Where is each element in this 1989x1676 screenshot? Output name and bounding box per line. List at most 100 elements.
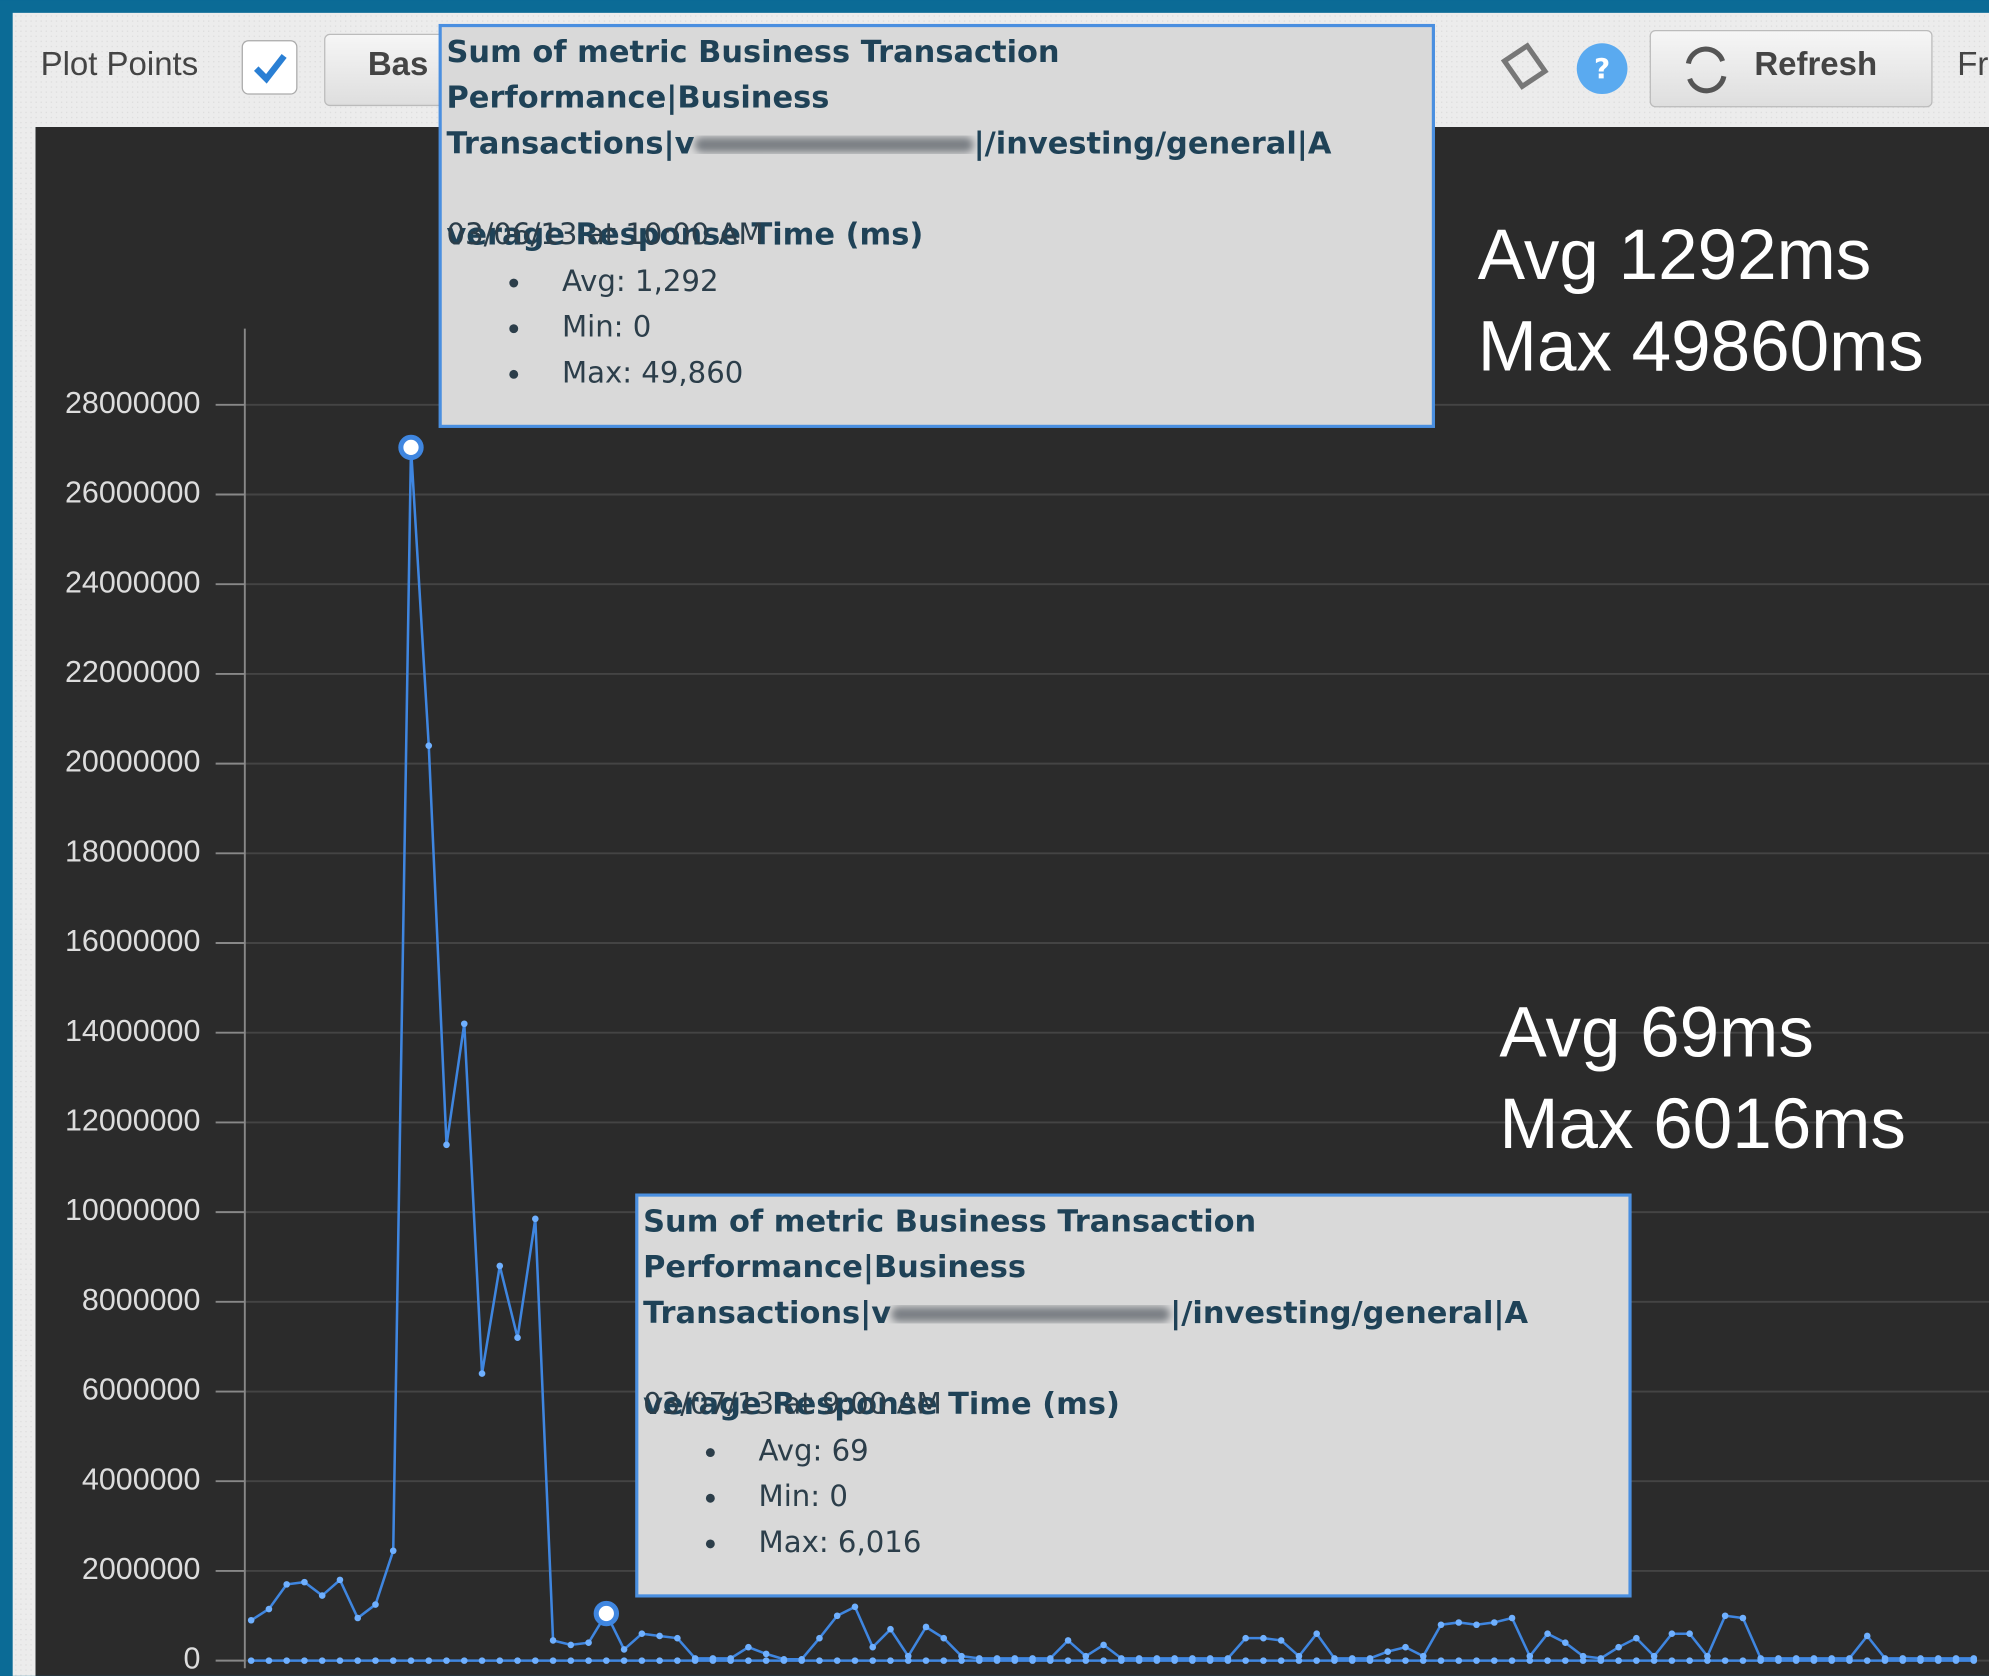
data-point bbox=[1597, 1657, 1605, 1664]
tooltip-item: Max: 49,860 bbox=[562, 355, 743, 389]
data-point bbox=[887, 1657, 894, 1664]
data-point bbox=[851, 1603, 859, 1611]
data-point bbox=[1348, 1657, 1356, 1664]
data-point bbox=[1455, 1657, 1463, 1664]
data-point bbox=[620, 1646, 628, 1653]
tooltip-line: verage Response Time (ms) bbox=[643, 1387, 1120, 1422]
data-point bbox=[1171, 1657, 1178, 1664]
y-tick-label: 12000000 bbox=[65, 1103, 200, 1137]
data-point bbox=[1686, 1657, 1693, 1664]
data-point bbox=[1579, 1657, 1587, 1664]
data-point bbox=[336, 1576, 344, 1584]
data-point bbox=[1153, 1657, 1161, 1664]
data-point bbox=[674, 1634, 681, 1642]
data-point bbox=[460, 1657, 468, 1664]
data-point bbox=[354, 1614, 362, 1622]
data-point bbox=[443, 1141, 450, 1149]
checkbox[interactable] bbox=[241, 40, 298, 95]
tooltip-item: Max: 6,016 bbox=[759, 1525, 922, 1559]
data-point bbox=[372, 1657, 379, 1664]
data-point bbox=[1490, 1619, 1498, 1626]
data-point bbox=[1313, 1630, 1320, 1638]
data-point bbox=[425, 742, 433, 749]
tooltip-line: |/investing/general|A bbox=[1170, 1296, 1528, 1331]
data-point bbox=[514, 1334, 521, 1341]
y-tick-label: 26000000 bbox=[65, 476, 200, 510]
data-point bbox=[1863, 1632, 1871, 1640]
refresh-button[interactable] bbox=[1649, 29, 1933, 108]
tooltip-line: Performance|Business bbox=[447, 81, 830, 116]
tooltip-item: Avg: 1,292 bbox=[562, 264, 719, 298]
y-tick-label: 14000000 bbox=[65, 1014, 200, 1048]
data-point bbox=[1224, 1657, 1232, 1664]
plot-points-label: Plot Points bbox=[41, 45, 199, 82]
help-icon[interactable] bbox=[1576, 43, 1628, 95]
baseline-button-label: Bas bbox=[368, 45, 428, 82]
data-point bbox=[1118, 1657, 1125, 1664]
data-point bbox=[1792, 1657, 1800, 1664]
data-point bbox=[265, 1605, 273, 1613]
link-icon[interactable] bbox=[1500, 42, 1549, 90]
data-point bbox=[496, 1657, 504, 1664]
data-point bbox=[1686, 1630, 1693, 1638]
data-point bbox=[549, 1637, 557, 1644]
tooltip-item: Avg: 69 bbox=[759, 1434, 869, 1468]
data-point bbox=[1562, 1639, 1569, 1646]
data-point bbox=[318, 1657, 326, 1664]
data-point bbox=[656, 1632, 663, 1640]
data-point bbox=[1952, 1657, 1960, 1664]
data-point bbox=[709, 1657, 717, 1664]
tooltip-line: Transactions|v bbox=[643, 1296, 891, 1331]
data-point bbox=[1419, 1657, 1427, 1664]
tooltip-item: Min: 0 bbox=[759, 1479, 848, 1513]
y-tick-label: 6000000 bbox=[82, 1373, 201, 1407]
y-tick-label: 4000000 bbox=[82, 1462, 201, 1496]
data-point bbox=[1082, 1657, 1090, 1664]
data-point bbox=[460, 1020, 468, 1028]
data-point bbox=[1633, 1634, 1640, 1642]
data-point bbox=[745, 1657, 752, 1664]
data-point bbox=[1100, 1641, 1107, 1649]
data-point bbox=[1846, 1657, 1853, 1664]
data-point bbox=[514, 1657, 521, 1664]
data-point bbox=[762, 1657, 770, 1664]
data-point bbox=[762, 1650, 770, 1658]
data-point bbox=[1490, 1657, 1498, 1664]
data-point bbox=[1775, 1657, 1782, 1664]
data-point bbox=[1544, 1630, 1551, 1638]
data-point bbox=[443, 1657, 450, 1664]
data-point bbox=[425, 1657, 433, 1664]
checkmark bbox=[253, 54, 287, 84]
refresh-icon bbox=[1685, 46, 1727, 94]
data-point bbox=[833, 1612, 841, 1620]
bullet bbox=[509, 278, 519, 288]
data-point bbox=[798, 1657, 805, 1664]
data-point bbox=[975, 1657, 983, 1664]
bullet bbox=[509, 369, 519, 379]
data-point bbox=[585, 1639, 592, 1646]
y-tick-label: 22000000 bbox=[65, 655, 200, 689]
data-point bbox=[1313, 1657, 1320, 1664]
annotation: Max 6016ms bbox=[1499, 1085, 1906, 1164]
plot: 0 2000000 4000000 6000000 8000000 10000000 120… bbox=[65, 328, 1989, 1676]
data-point bbox=[1277, 1637, 1285, 1644]
data-point bbox=[1704, 1657, 1711, 1664]
y-tick-label: 8000000 bbox=[82, 1283, 201, 1317]
data-point bbox=[1189, 1657, 1196, 1664]
redacted bbox=[694, 137, 974, 153]
data-point bbox=[1331, 1657, 1338, 1664]
data-point bbox=[1899, 1657, 1907, 1664]
data-point bbox=[940, 1657, 948, 1664]
data-point bbox=[1437, 1621, 1445, 1629]
data-point bbox=[1011, 1657, 1019, 1664]
tooltip bbox=[438, 23, 1435, 428]
data-point bbox=[691, 1657, 699, 1664]
bullet bbox=[705, 1448, 715, 1458]
bullet bbox=[509, 324, 519, 334]
data-point bbox=[638, 1630, 646, 1638]
tooltip-line: verage Response Time (ms) bbox=[447, 218, 924, 253]
data-point bbox=[745, 1643, 752, 1651]
data-point bbox=[1544, 1657, 1551, 1664]
data-point bbox=[922, 1657, 930, 1664]
from-label: Fr bbox=[1957, 45, 1988, 82]
